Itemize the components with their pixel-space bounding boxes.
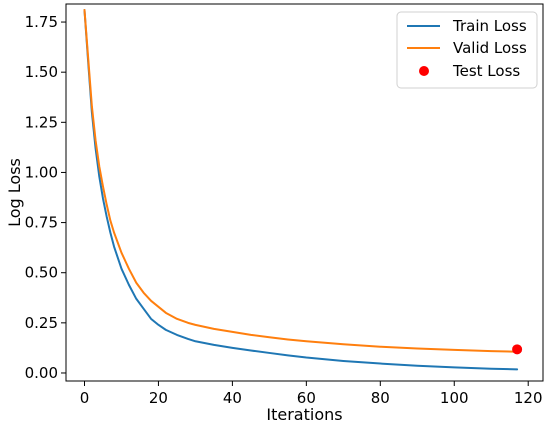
x-tick-label: 100: [440, 389, 469, 407]
y-tick-label: 1.75: [25, 13, 58, 31]
x-tick-label: 40: [223, 389, 242, 407]
plot-frame: [65, 3, 544, 382]
x-tick-label: 0: [80, 389, 90, 407]
valid-loss-legend-label: Valid Loss: [453, 39, 527, 57]
y-tick-label: 1.25: [25, 113, 58, 131]
test-loss-legend-swatch: [419, 66, 429, 76]
y-tick-label: 0.75: [25, 214, 58, 232]
legend: Train Loss Valid Loss Test Loss: [396, 11, 538, 89]
y-tick-label: 0.00: [25, 364, 58, 382]
y-tick-label: 1.00: [25, 163, 58, 181]
y-tick-label: 0.25: [25, 314, 58, 332]
test-loss-legend-label: Test Loss: [452, 62, 520, 80]
y-axis-label: Log Loss: [5, 158, 24, 227]
y-tick-label: 0.50: [25, 264, 58, 282]
train-loss-line: [83, 9, 519, 371]
x-tick-label: 80: [371, 389, 390, 407]
x-tick-label: 20: [149, 389, 168, 407]
legend-box: [396, 11, 538, 89]
x-tick-label: 120: [514, 389, 543, 407]
valid-loss-line: [83, 9, 519, 353]
train-loss-legend-label: Train Loss: [452, 17, 527, 35]
y-tick-label: 1.50: [25, 63, 58, 81]
test-loss-point: [512, 344, 523, 355]
x-tick-label: 60: [297, 389, 316, 407]
x-axis-label: Iterations: [266, 405, 342, 424]
